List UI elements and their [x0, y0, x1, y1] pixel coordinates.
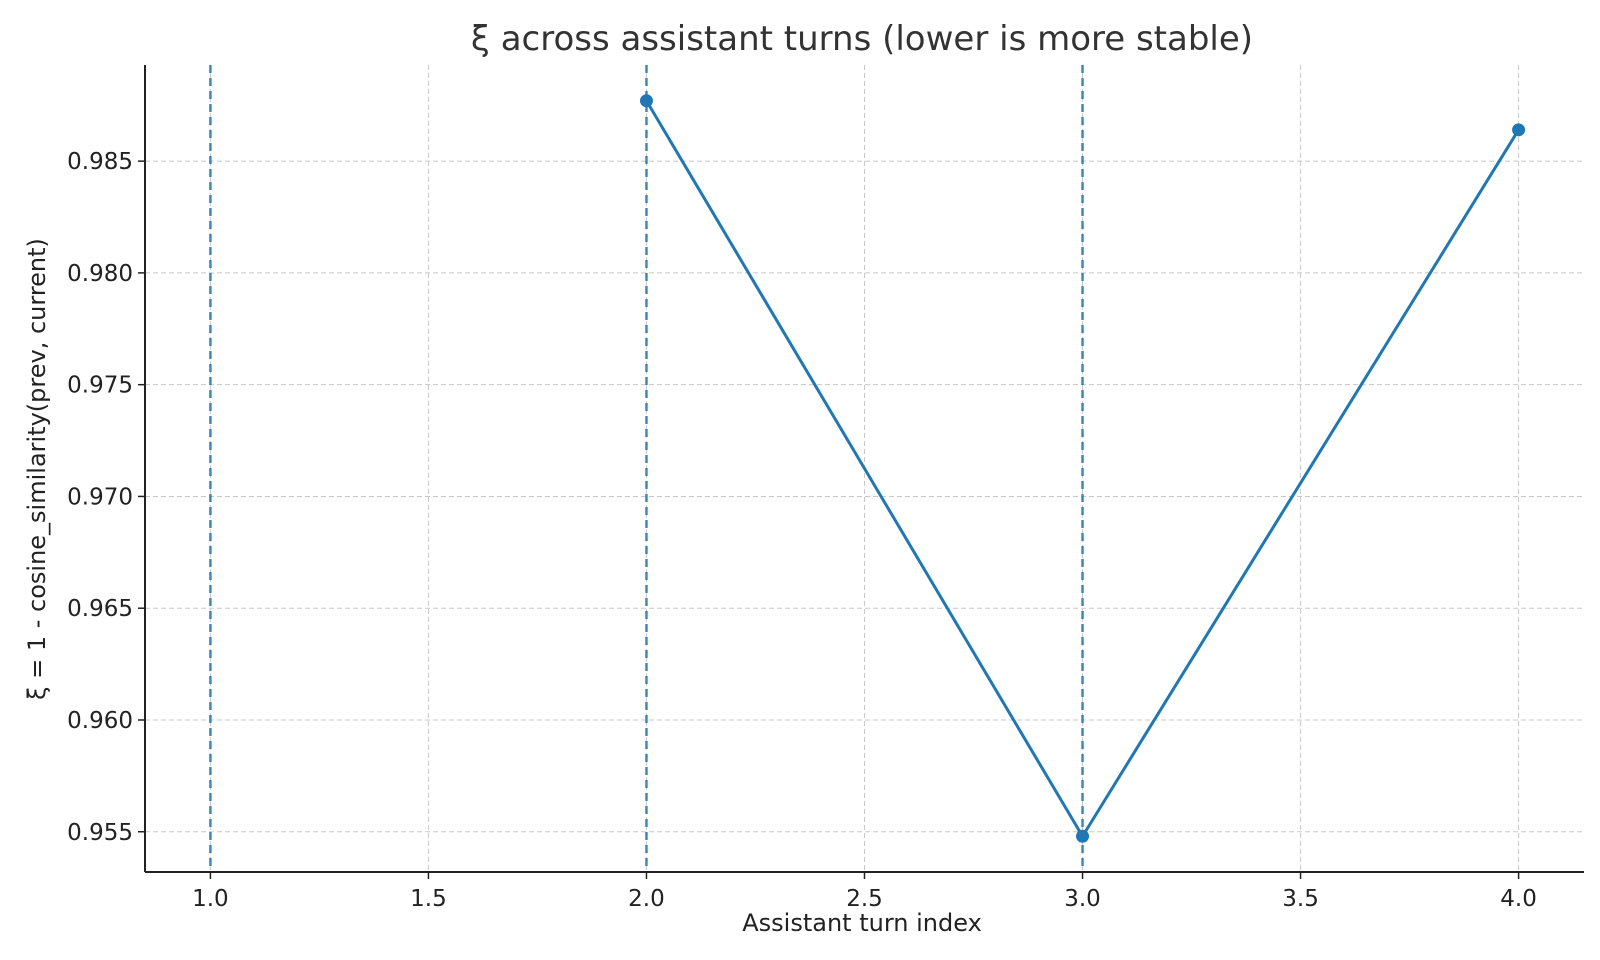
x-tick-label-0: 1.0: [192, 886, 229, 912]
y-tick-label-2: 0.965: [67, 596, 133, 622]
x-tick-label-5: 3.5: [1282, 886, 1319, 912]
y-tick-label-1: 0.960: [67, 708, 133, 734]
y-tick-label-0: 0.955: [67, 820, 133, 846]
y-axis-ticks: 0.955 0.960 0.965 0.970 0.975 0.980 0.985: [67, 149, 145, 846]
x-tick-label-1: 1.5: [410, 886, 447, 912]
x-tick-label-6: 4.0: [1500, 886, 1537, 912]
vertical-marker-lines: [209, 65, 1084, 872]
y-axis-label: ξ = 1 - cosine_similarity(prev, current): [23, 238, 51, 700]
x-tick-label-2: 2.0: [628, 886, 665, 912]
y-tick-label-3: 0.970: [67, 484, 133, 510]
y-tick-label-5: 0.980: [67, 261, 133, 287]
series: [639, 94, 1526, 843]
data-point-0-2: [1512, 123, 1526, 137]
x-tick-label-3: 2.5: [846, 886, 883, 912]
data-point-0-0: [639, 94, 653, 108]
y-tick-label-4: 0.975: [67, 373, 133, 399]
x-tick-label-4: 3.0: [1064, 886, 1101, 912]
chart-title: ξ across assistant turns (lower is more …: [471, 19, 1253, 59]
data-point-0-1: [1076, 829, 1090, 843]
y-tick-label-6: 0.985: [67, 149, 133, 175]
x-axis-ticks: 1.0 1.5 2.0 2.5 3.0 3.5 4.0: [192, 872, 1537, 912]
x-axis-label: Assistant turn index: [742, 909, 982, 937]
